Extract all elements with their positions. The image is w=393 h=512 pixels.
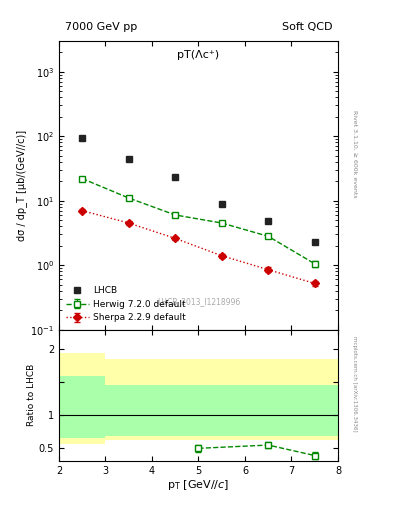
Text: 7000 GeV pp: 7000 GeV pp	[64, 23, 137, 32]
X-axis label: p$_\mathregular{T}$ [GeV//$c$]: p$_\mathregular{T}$ [GeV//$c$]	[167, 478, 230, 493]
Line: LHCB: LHCB	[79, 134, 318, 245]
Text: mcplots.cern.ch [arXiv:1306.3436]: mcplots.cern.ch [arXiv:1306.3436]	[352, 336, 357, 432]
Legend: LHCB, Herwig 7.2.0 default, Sherpa 2.2.9 default: LHCB, Herwig 7.2.0 default, Sherpa 2.2.9…	[63, 284, 189, 325]
LHCB	[266, 218, 271, 224]
Text: LHCB_2013_I1218996: LHCB_2013_I1218996	[157, 297, 240, 307]
Y-axis label: Ratio to LHCB: Ratio to LHCB	[27, 364, 36, 426]
LHCB	[173, 174, 178, 180]
Y-axis label: dσ / dp_T [μb/(GeV//c)]: dσ / dp_T [μb/(GeV//c)]	[17, 130, 28, 241]
LHCB	[219, 201, 224, 207]
Text: pT(Λc⁺): pT(Λc⁺)	[177, 50, 220, 59]
LHCB	[127, 156, 131, 162]
LHCB	[312, 239, 317, 245]
LHCB	[80, 135, 84, 141]
Text: Soft QCD: Soft QCD	[282, 23, 332, 32]
Text: Rivet 3.1.10, ≥ 600k events: Rivet 3.1.10, ≥ 600k events	[352, 110, 357, 198]
